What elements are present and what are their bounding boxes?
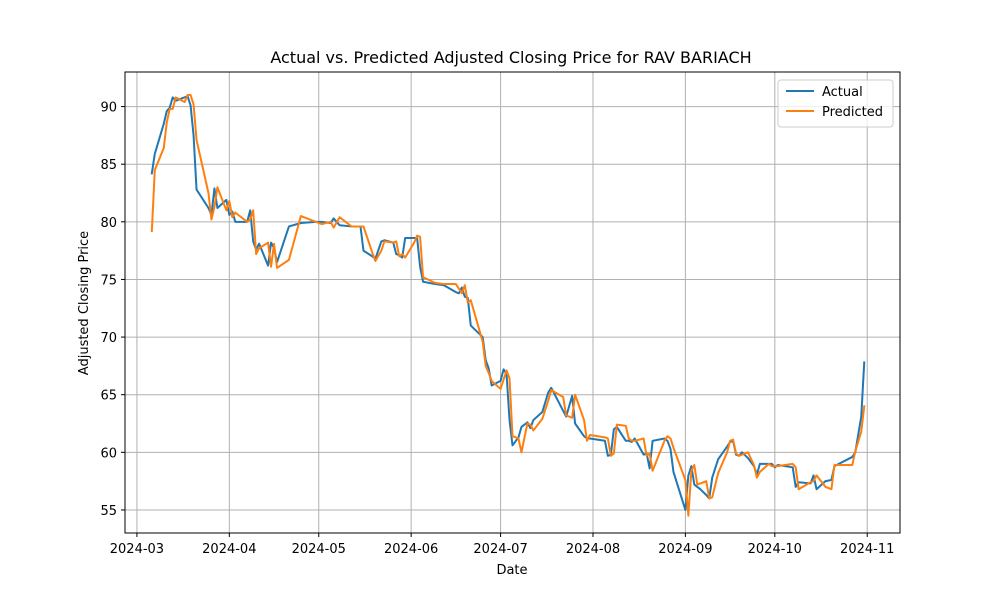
y-tick-label: 65	[100, 389, 117, 404]
x-axis-label: Date	[496, 563, 527, 578]
plot-frame	[124, 71, 901, 534]
x-tick-label: 2024-10	[748, 542, 802, 557]
grid-lines	[125, 72, 900, 533]
series-line-predicted	[150, 94, 866, 517]
y-axis-label: Adjusted Closing Price	[77, 231, 92, 375]
x-tick-label: 2024-06	[384, 542, 438, 557]
x-tick-label: 2024-11	[840, 542, 894, 557]
y-tick-label: 80	[100, 216, 117, 231]
x-tick-label: 2024-07	[473, 542, 527, 557]
x-tick-label: 2024-09	[658, 542, 712, 557]
legend: Actual Predicted	[777, 79, 894, 128]
axis-ticks: 2024-03 2024-04 2024-05 2024-06 2024-07 2024-…	[100, 101, 894, 557]
x-tick-label: 2024-08	[566, 542, 620, 557]
x-tick-label: 2024-04	[202, 542, 256, 557]
x-tick-label: 2024-05	[292, 542, 346, 557]
y-tick-label: 75	[100, 273, 117, 288]
legend-label-actual: Actual	[822, 85, 863, 100]
y-tick-label: 85	[100, 158, 117, 173]
x-tick-label: 2024-03	[110, 542, 164, 557]
y-tick-label: 55	[100, 504, 117, 519]
y-tick-label: 90	[100, 101, 117, 116]
y-tick-label: 70	[100, 331, 117, 346]
legend-label-predicted: Predicted	[822, 105, 883, 120]
chart-title: Actual vs. Predicted Adjusted Closing Pr…	[270, 48, 751, 67]
y-tick-label: 60	[100, 446, 117, 461]
series-lines	[150, 94, 866, 517]
